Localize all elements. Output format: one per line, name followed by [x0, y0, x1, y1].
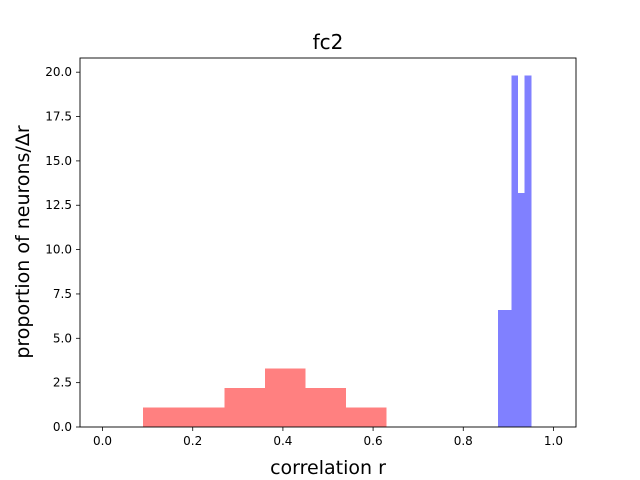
histogram-bar-series1-bin3 [524, 75, 532, 428]
histogram-bars [143, 75, 532, 428]
y-tick-label: 17.5 [45, 110, 72, 124]
histogram-bar-series0-bin2 [224, 387, 265, 427]
histogram-bar-series1-bin0 [497, 309, 512, 427]
x-tick-label: 0.6 [364, 434, 383, 448]
histogram-bar-series1-bin2 [517, 192, 525, 427]
x-axis-label: correlation r [270, 457, 386, 479]
histogram-bar-series0-bin5 [346, 407, 387, 427]
histogram-bar-series1-bin1 [511, 75, 518, 428]
x-tick-label: 0.8 [454, 434, 473, 448]
x-tick-label: 0.0 [93, 434, 112, 448]
y-tick-label: 15.0 [45, 154, 72, 168]
x-tick-label: 0.4 [273, 434, 292, 448]
x-tick-label: 0.2 [183, 434, 202, 448]
histogram-bar-series0-bin3 [264, 368, 306, 427]
y-tick-label: 5.0 [53, 331, 72, 345]
x-tick-label: 1.0 [544, 434, 563, 448]
histogram-bar-series0-bin4 [305, 387, 347, 427]
y-tick-label: 10.0 [45, 243, 72, 257]
plot-area-frame [79, 57, 577, 428]
y-axis-ticks: 0.0 2.5 5.0 7.5 10.0 12.5 15.0 17.5 20.0 [45, 65, 80, 434]
y-tick-label: 0.0 [53, 420, 72, 434]
y-tick-label: 12.5 [45, 198, 72, 212]
y-tick-label: 2.5 [53, 376, 72, 390]
y-axis-label: proportion of neurons/Δr [12, 125, 34, 358]
histogram-bar-series0-bin1 [183, 407, 225, 427]
histogram-bar-series0-bin0 [143, 407, 184, 427]
x-axis-ticks: 0.0 0.2 0.4 0.6 0.8 1.0 [93, 427, 563, 448]
y-tick-label: 7.5 [53, 287, 72, 301]
chart-title: fc2 [313, 30, 344, 54]
y-tick-label: 20.0 [45, 65, 72, 79]
